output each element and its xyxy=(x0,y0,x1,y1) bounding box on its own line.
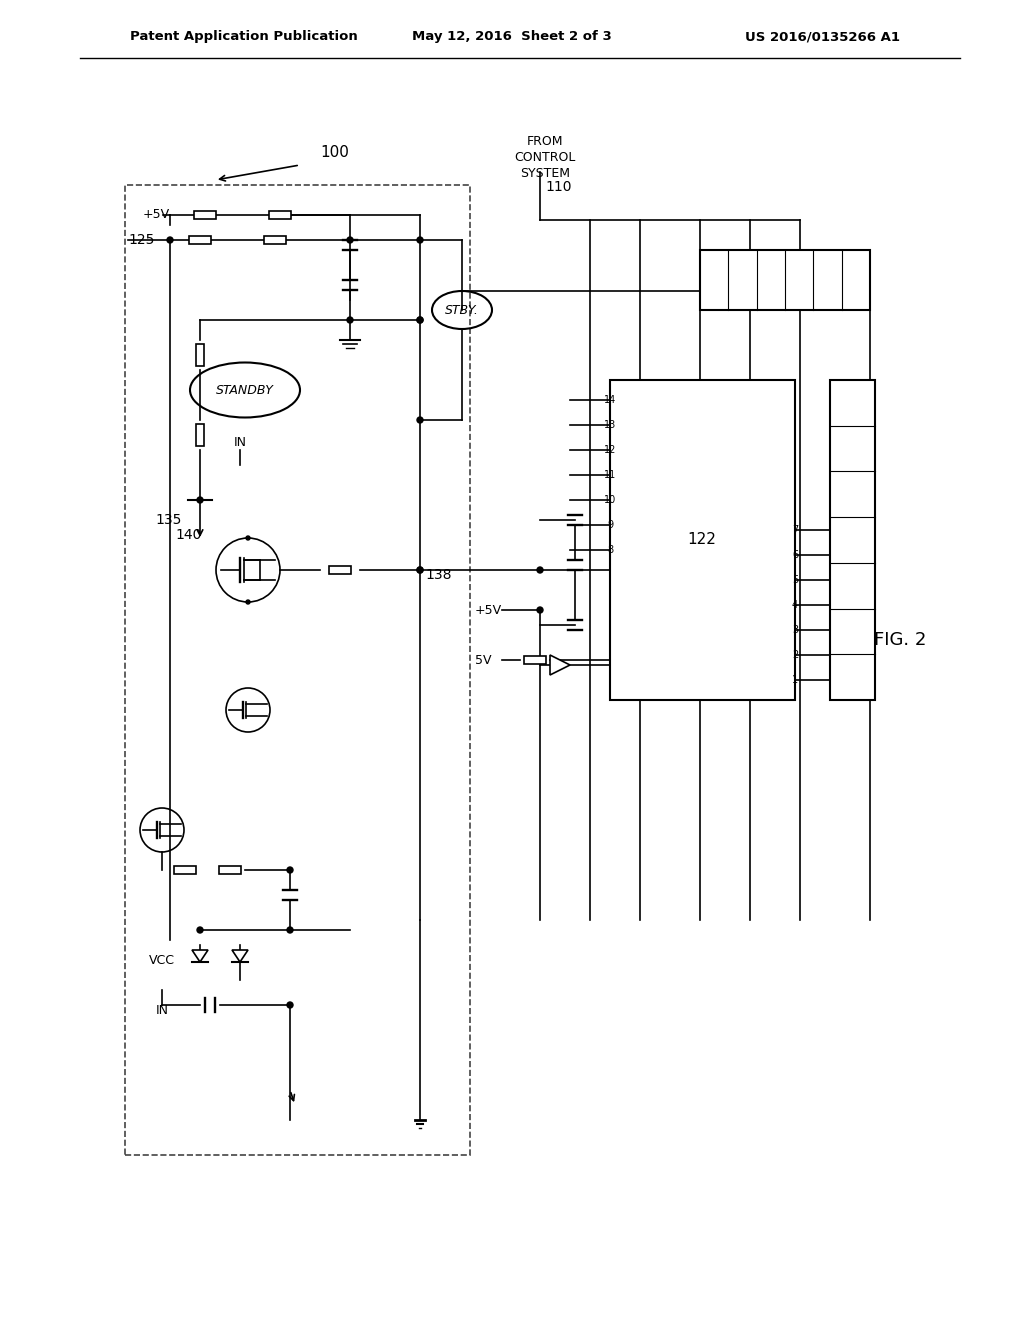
Text: 13: 13 xyxy=(604,420,616,430)
Circle shape xyxy=(347,317,353,323)
Bar xyxy=(610,380,795,700)
Text: 2: 2 xyxy=(792,649,798,660)
Circle shape xyxy=(287,1002,293,1008)
Text: 122: 122 xyxy=(687,532,717,548)
Text: Patent Application Publication: Patent Application Publication xyxy=(130,30,357,44)
Circle shape xyxy=(417,238,423,243)
Bar xyxy=(196,345,204,366)
Text: 12: 12 xyxy=(604,445,616,455)
Bar xyxy=(264,236,286,244)
Text: US 2016/0135266 A1: US 2016/0135266 A1 xyxy=(745,30,900,44)
Bar xyxy=(329,566,351,574)
Text: 10: 10 xyxy=(604,495,616,506)
Text: 135: 135 xyxy=(155,513,181,527)
Bar xyxy=(174,866,196,874)
Text: 6: 6 xyxy=(792,550,798,560)
Text: 3: 3 xyxy=(792,624,798,635)
Circle shape xyxy=(246,601,250,605)
Text: 125: 125 xyxy=(128,234,155,247)
Text: 140: 140 xyxy=(175,528,202,543)
Circle shape xyxy=(246,536,250,540)
Circle shape xyxy=(197,498,203,503)
Circle shape xyxy=(287,927,293,933)
Text: 8: 8 xyxy=(607,545,613,554)
Text: 9: 9 xyxy=(607,520,613,531)
Circle shape xyxy=(417,317,423,323)
Text: STBY.: STBY. xyxy=(445,304,479,317)
Text: +5V: +5V xyxy=(475,603,502,616)
Circle shape xyxy=(347,238,353,243)
Text: IN: IN xyxy=(156,1003,169,1016)
Text: 4: 4 xyxy=(792,601,798,610)
Text: +5V: +5V xyxy=(143,209,170,222)
Circle shape xyxy=(417,568,423,573)
Text: VCC: VCC xyxy=(150,953,175,966)
Bar xyxy=(700,249,870,310)
Text: 5: 5 xyxy=(792,576,798,585)
Text: IN: IN xyxy=(233,436,247,449)
Text: 1: 1 xyxy=(792,675,798,685)
Circle shape xyxy=(417,317,423,323)
Text: May 12, 2016  Sheet 2 of 3: May 12, 2016 Sheet 2 of 3 xyxy=(412,30,612,44)
Text: 138: 138 xyxy=(425,568,452,582)
Circle shape xyxy=(197,927,203,933)
Text: FROM
CONTROL
SYSTEM: FROM CONTROL SYSTEM xyxy=(514,135,575,180)
Polygon shape xyxy=(550,655,570,675)
Bar xyxy=(196,424,204,446)
Circle shape xyxy=(167,238,173,243)
Polygon shape xyxy=(232,950,248,962)
Text: 11: 11 xyxy=(604,470,616,480)
Bar xyxy=(189,236,211,244)
Bar xyxy=(269,211,291,219)
Bar xyxy=(830,380,874,700)
Text: 5V: 5V xyxy=(475,653,492,667)
Circle shape xyxy=(287,867,293,873)
Text: 7: 7 xyxy=(792,525,798,535)
Circle shape xyxy=(417,417,423,422)
Circle shape xyxy=(417,568,423,573)
Text: 14: 14 xyxy=(604,395,616,405)
Text: 100: 100 xyxy=(319,145,349,160)
Text: STANDBY: STANDBY xyxy=(216,384,274,396)
Polygon shape xyxy=(193,950,208,962)
Circle shape xyxy=(537,568,543,573)
Bar xyxy=(219,866,241,874)
Bar xyxy=(194,211,216,219)
Bar xyxy=(524,656,546,664)
Text: 110: 110 xyxy=(545,180,571,194)
Text: FIG. 2: FIG. 2 xyxy=(873,631,926,649)
Circle shape xyxy=(537,607,543,612)
